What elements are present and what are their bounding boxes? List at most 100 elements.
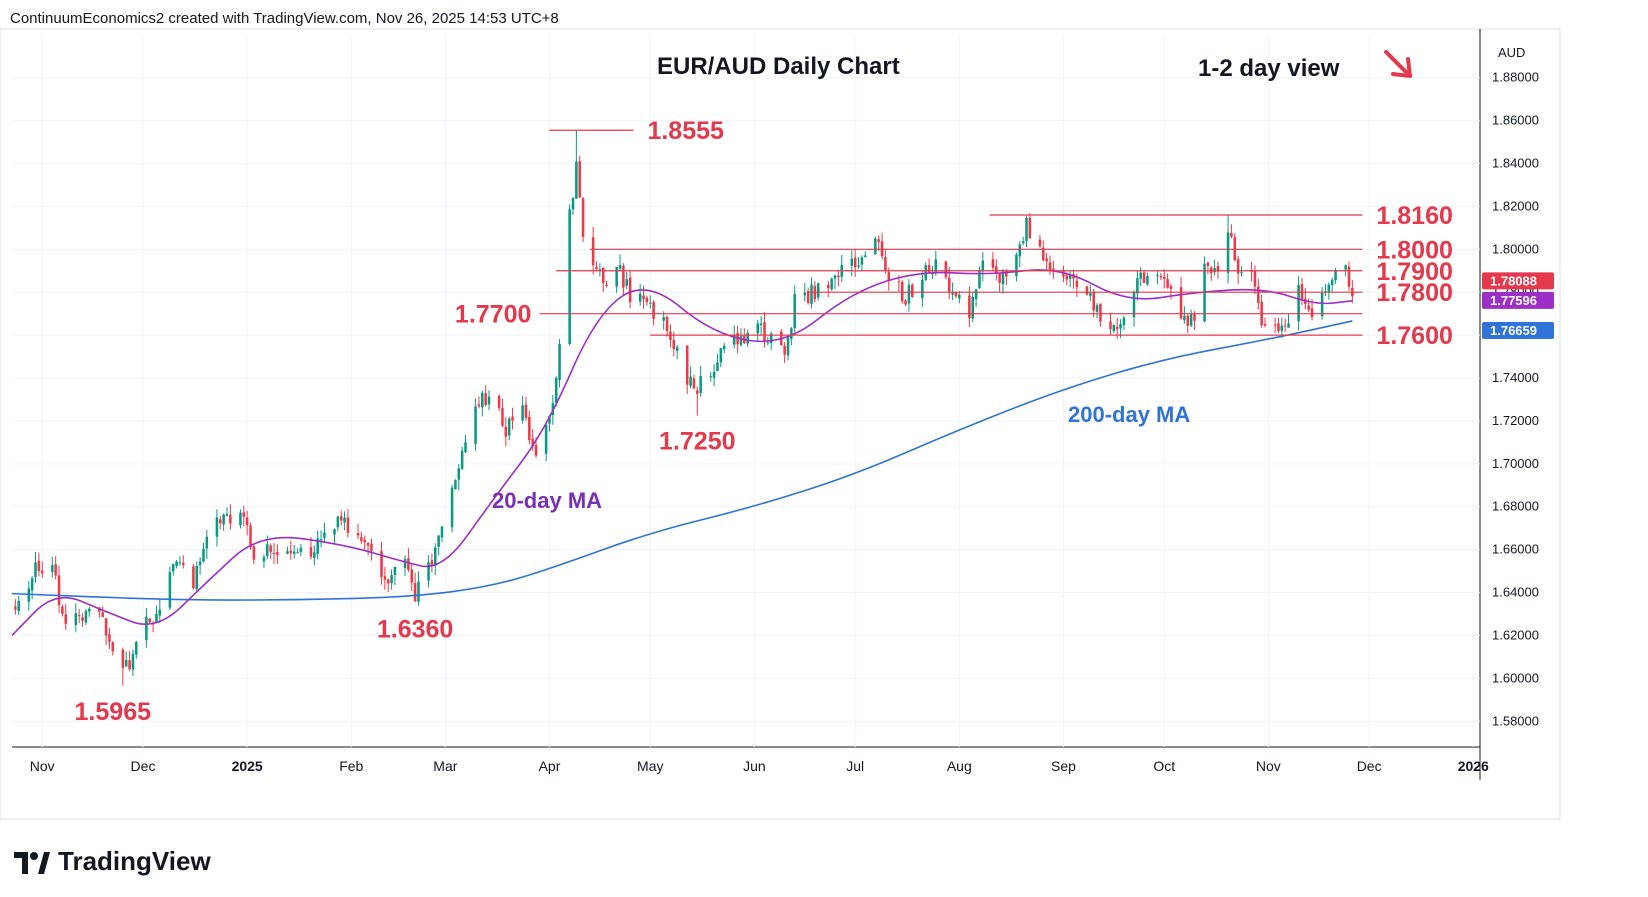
candle-body (696, 390, 699, 394)
candle-body (128, 660, 131, 669)
candle-body (642, 295, 645, 300)
candle-body (625, 279, 629, 286)
candle-body (454, 479, 457, 490)
candle-body (934, 259, 938, 273)
candle-body (1310, 308, 1314, 318)
y-tick-label: 1.58000 (1492, 713, 1539, 728)
price-tag (1482, 291, 1554, 309)
arrow-head (1391, 57, 1412, 78)
y-tick-label: 1.86000 (1492, 113, 1539, 128)
candle-body (638, 293, 642, 302)
level-label: 1.8160 (1376, 202, 1452, 230)
candle-body (874, 238, 877, 255)
candle-body (712, 371, 716, 378)
candle-body (346, 517, 350, 533)
x-tick-label: Oct (1153, 758, 1175, 774)
candle-body (222, 514, 225, 525)
candle-body (645, 297, 649, 303)
candle-body (386, 579, 390, 584)
candle-body (944, 261, 948, 278)
candle-body (652, 301, 655, 319)
candle-body (450, 487, 454, 528)
candle-body (907, 284, 911, 304)
chart-frame (0, 28, 1561, 820)
y-tick-label: 1.68000 (1492, 499, 1539, 514)
candle-body (1005, 270, 1008, 277)
candle-body (30, 578, 34, 591)
candle-body (1048, 262, 1052, 271)
candle-body (827, 284, 830, 289)
candle-body (974, 289, 978, 300)
candle-body (558, 344, 561, 380)
candle-body (403, 558, 407, 568)
candle-body (1045, 258, 1048, 262)
candle-body (276, 552, 279, 556)
candle-body (1297, 284, 1300, 322)
candle-body (1162, 276, 1166, 279)
candle-body (675, 347, 679, 351)
candle-body (595, 266, 598, 270)
candle-body (104, 618, 108, 636)
candle-body (437, 535, 440, 547)
x-tick-label: Aug (947, 758, 972, 774)
candle-body (534, 444, 538, 456)
y-tick-label: 1.62000 (1492, 627, 1539, 642)
candle-body (413, 583, 417, 602)
candle-body (662, 317, 665, 321)
candle-body (1142, 272, 1146, 284)
ma20-line (11, 269, 1353, 637)
x-tick-label: Feb (339, 758, 363, 774)
candle-body (434, 547, 437, 566)
candle-body (1015, 254, 1018, 277)
candle-body (195, 566, 199, 590)
candle-body (40, 570, 44, 574)
candle-body (689, 376, 692, 386)
candle-body (568, 209, 571, 345)
candle-body (951, 292, 954, 295)
candle-body (1257, 286, 1260, 303)
level-label: 1.7700 (455, 301, 531, 329)
ma20-label: 20-day MA (492, 488, 602, 513)
candle-body (64, 614, 68, 624)
candle-body (806, 290, 810, 304)
x-tick-label: Apr (539, 758, 561, 774)
candle-body (225, 514, 229, 516)
candle-body (578, 161, 581, 198)
y-tick-label: 1.88000 (1492, 70, 1539, 85)
candle-body (921, 279, 924, 299)
candle-body (484, 393, 487, 406)
candle-body (1287, 323, 1290, 328)
view-label: 1-2 day view (1198, 55, 1340, 82)
candle-body (1109, 321, 1112, 330)
candle-body (1146, 275, 1149, 285)
candle-body (215, 517, 219, 537)
price-tag (1482, 272, 1554, 290)
candle-body (1179, 287, 1183, 319)
candle-body (245, 517, 249, 526)
candle-body (816, 283, 820, 298)
tradingview-brand[interactable]: TradingView (14, 846, 211, 877)
candle-body (1347, 266, 1351, 287)
candle-body (417, 581, 420, 602)
candle-body (524, 404, 528, 418)
candle-body (931, 273, 934, 275)
candle-body (793, 293, 796, 329)
low-annotation: 1.6360 (377, 615, 453, 643)
candle-body (1263, 324, 1267, 326)
y-tick-label: 1.66000 (1492, 542, 1539, 557)
candle-body (17, 600, 20, 611)
y-tick-label: 1.82000 (1492, 198, 1539, 213)
candle-body (810, 284, 813, 304)
candle-body (601, 267, 605, 283)
y-tick-label: 1.72000 (1492, 413, 1539, 428)
candle-body (1112, 324, 1116, 332)
candle-body (1169, 286, 1173, 290)
candle-body (481, 392, 484, 408)
candle-body (531, 438, 534, 447)
candle-body (427, 562, 430, 581)
candle-body (74, 613, 78, 625)
candle-body (528, 416, 531, 441)
candle-body (1189, 314, 1193, 326)
candle-body (790, 328, 793, 340)
